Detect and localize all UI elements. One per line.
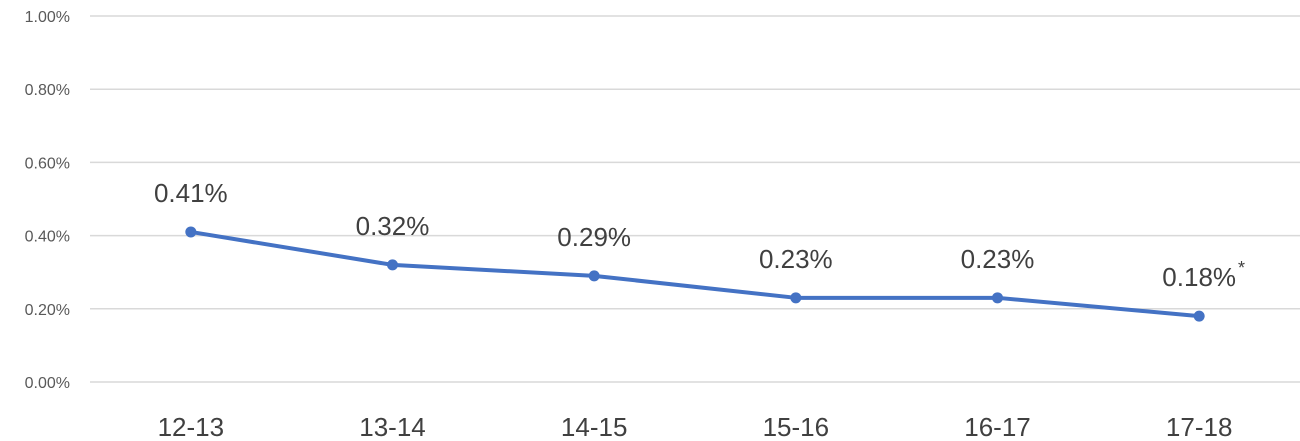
- y-tick-label: 0.80%: [25, 82, 70, 99]
- data-label-footnote-mark: *: [1238, 258, 1245, 278]
- data-point: [387, 259, 398, 271]
- gridlines: [90, 15, 1300, 383]
- data-point: [1193, 310, 1205, 322]
- series-line-group: [185, 226, 1205, 322]
- x-tick-label: 17-18: [1166, 412, 1233, 441]
- x-tick-label: 16-17: [964, 412, 1031, 441]
- x-tick-label: 12-13: [158, 412, 225, 441]
- data-point: [790, 292, 802, 304]
- series-line: [188, 229, 1202, 319]
- x-tick-label: 13-14: [359, 412, 426, 441]
- x-tick-label: 15-16: [763, 412, 830, 441]
- y-tick-label: 1.00%: [25, 9, 70, 26]
- data-labels: 0.41% 0.32% 0.29% 0.23% 0.23% 0.18% *: [154, 178, 1245, 292]
- data-label: 0.18%: [1162, 262, 1236, 292]
- y-tick-label: 0.00%: [25, 375, 70, 392]
- y-tick-label: 0.20%: [25, 302, 70, 319]
- x-axis-tick-labels: 12-13 13-14 14-15 15-16 16-17 17-18: [158, 412, 1233, 441]
- data-label: 0.32%: [356, 211, 430, 241]
- y-axis-tick-labels: 0.00% 0.20% 0.40% 0.60% 0.80% 1.00%: [25, 9, 70, 392]
- data-point: [992, 292, 1003, 304]
- x-tick-label: 14-15: [561, 412, 628, 441]
- data-label: 0.23%: [961, 244, 1035, 274]
- y-tick-label: 0.40%: [25, 229, 70, 246]
- data-label: 0.41%: [154, 178, 228, 208]
- data-label: 0.29%: [557, 222, 631, 252]
- data-point: [588, 270, 600, 282]
- data-point: [185, 226, 197, 238]
- data-label: 0.23%: [759, 244, 833, 274]
- y-tick-label: 0.60%: [25, 155, 70, 172]
